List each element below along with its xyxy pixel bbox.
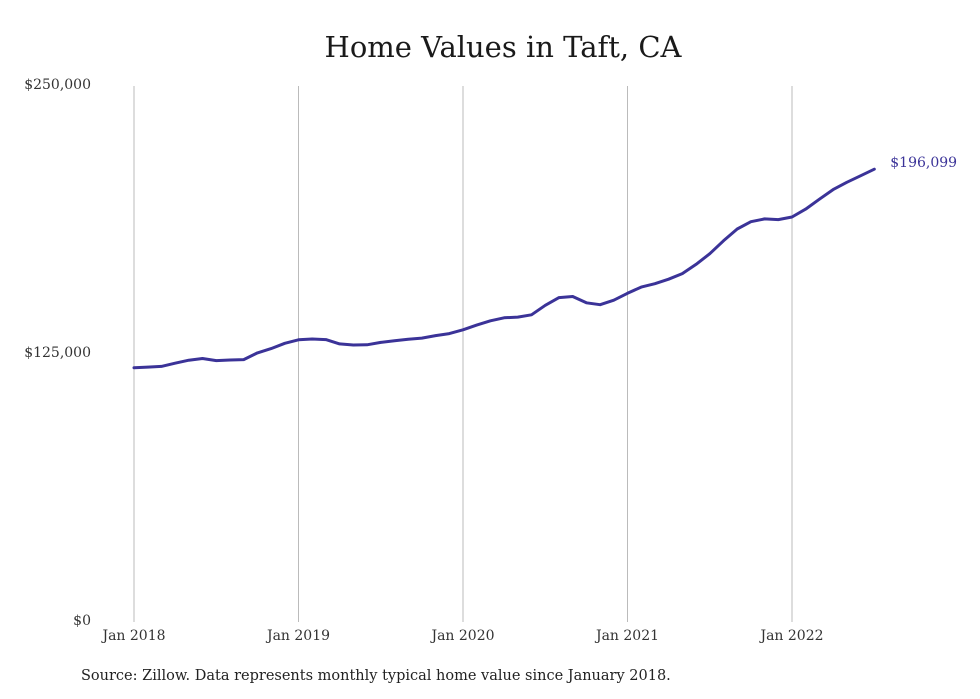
data-point: [571, 295, 574, 298]
data-point: [160, 365, 163, 368]
data-point: [475, 323, 478, 327]
end-value-label: $196,099: [890, 155, 957, 171]
data-point: [283, 342, 286, 345]
x-tick-label: Jan 2018: [100, 628, 165, 644]
data-point: [598, 303, 602, 306]
grid-lines: [133, 86, 793, 622]
data-point: [420, 336, 424, 340]
data-point: [324, 338, 328, 341]
data-point: [859, 174, 862, 177]
data-point: [763, 217, 766, 221]
data-point: [708, 252, 711, 255]
data-point: [694, 263, 698, 266]
data-point: [365, 343, 369, 346]
data-point: [173, 362, 177, 365]
data-point: [311, 337, 314, 341]
data-point: [269, 347, 273, 350]
data-point: [585, 301, 588, 304]
data-point: [749, 220, 753, 223]
data-point: [777, 218, 780, 221]
data-point: [256, 351, 259, 355]
data-point: [407, 338, 410, 341]
data-point: [489, 319, 492, 322]
data-point: [667, 278, 670, 281]
data-point: [681, 272, 684, 275]
data-point: [448, 332, 451, 335]
data-labels: $196,099: [890, 155, 957, 171]
data-point: [530, 313, 533, 316]
data-point: [352, 343, 355, 347]
data-point: [228, 358, 232, 362]
data-point: [818, 198, 821, 201]
data-point: [790, 215, 794, 219]
data-point: [379, 341, 382, 344]
data-point: [626, 292, 629, 295]
x-axis-ticks: Jan 2018 Jan 2019 Jan 2020 Jan 2021 Jan 2022: [100, 628, 823, 644]
data-point: [393, 339, 396, 342]
data-point: [612, 299, 615, 302]
data-point: [201, 357, 204, 360]
data-point: [722, 239, 725, 242]
data-point: [502, 316, 506, 319]
x-tick-label: Jan 2021: [594, 628, 659, 644]
data-point: [804, 207, 807, 211]
data-point: [187, 359, 190, 362]
data-point: [434, 334, 437, 337]
x-tick-label: Jan 2022: [758, 628, 823, 644]
data-point: [146, 365, 149, 369]
y-tick-label: $0: [73, 613, 91, 629]
data-point: [831, 188, 835, 191]
data-point: [640, 285, 643, 289]
data-point: [736, 227, 739, 231]
data-point: [845, 181, 848, 184]
x-tick-label: Jan 2019: [265, 628, 330, 644]
data-point: [215, 359, 218, 362]
series-layer: [132, 167, 876, 370]
data-point: [873, 168, 876, 171]
series-line-0: [132, 167, 876, 370]
data-point: [242, 358, 245, 361]
data-point: [338, 342, 341, 346]
data-point: [544, 304, 547, 307]
y-axis-ticks: $0 $125,000 $250,000: [24, 77, 91, 629]
data-point: [132, 366, 136, 369]
chart-title: Home Values in Taft, CA: [324, 30, 682, 64]
data-point: [297, 338, 300, 341]
data-point: [653, 282, 657, 285]
data-point: [461, 328, 465, 331]
x-tick-label: Jan 2020: [429, 628, 494, 644]
data-point: [516, 315, 519, 319]
data-point: [557, 296, 561, 299]
source-note: Source: Zillow. Data represents monthly …: [81, 668, 671, 684]
y-tick-label: $250,000: [24, 77, 91, 93]
y-tick-label: $125,000: [24, 345, 91, 361]
